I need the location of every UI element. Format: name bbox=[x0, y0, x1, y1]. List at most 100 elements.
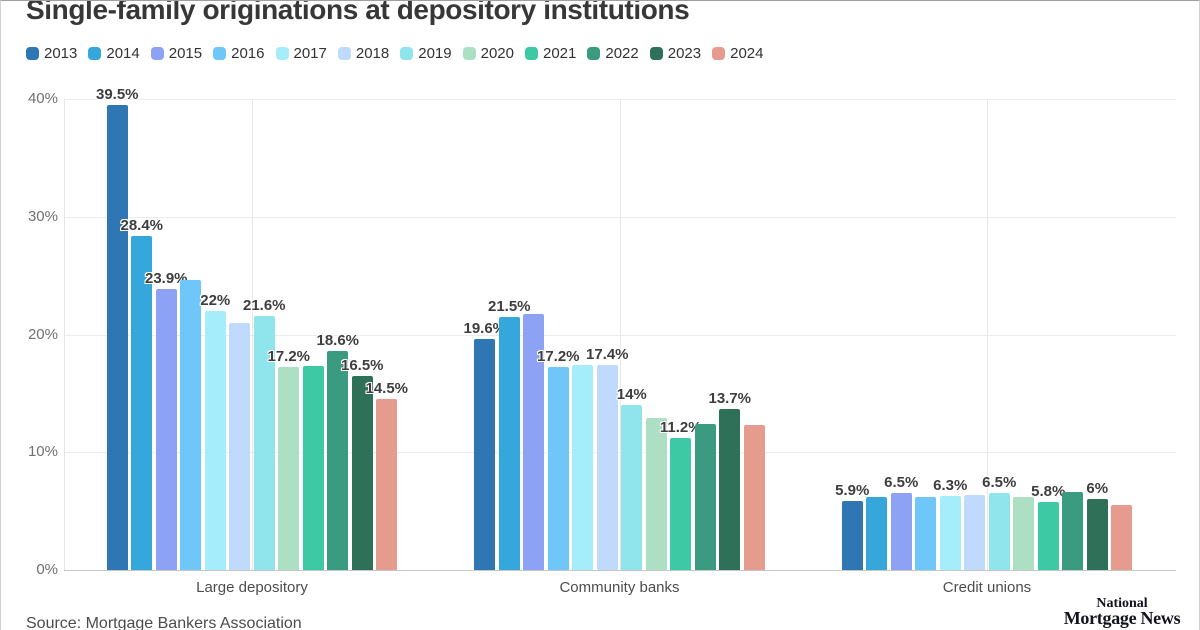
bar-2013-large-depository bbox=[106, 104, 128, 570]
y-tick-label-20: 20% bbox=[27, 325, 58, 343]
bar-2023-large-depository bbox=[351, 375, 373, 570]
y-tick-label-0: 0% bbox=[36, 561, 58, 578]
bar-2015-large-depository bbox=[155, 288, 177, 570]
bar-2013-credit-unions bbox=[841, 500, 863, 570]
legend-swatch-2013 bbox=[26, 47, 39, 60]
legend-year-label-2019: 2019 bbox=[418, 45, 452, 62]
legend-year-label-2017: 2017 bbox=[293, 45, 327, 62]
bar-2018-community-banks bbox=[596, 365, 618, 570]
legend-item-2021: 2021 bbox=[525, 45, 576, 62]
legend-item-2019: 2019 bbox=[400, 45, 452, 62]
bar-2020-credit-unions bbox=[1013, 497, 1035, 570]
bar-2019-large-depository bbox=[253, 315, 275, 570]
value-label-2015-credit-unions: 6.5% bbox=[884, 474, 919, 492]
value-label-2023-community-banks: 13.7% bbox=[708, 389, 752, 407]
category-label-large-depository: Large depository bbox=[196, 579, 308, 596]
bar-2022-large-depository bbox=[327, 351, 349, 570]
publisher-logo: National Mortgage News bbox=[1057, 596, 1187, 628]
bar-group-large-depository: 39.5% 28.4% 23.9% 22% 21.6% 17.2% 18.6% 16.5% 14… bbox=[96, 86, 408, 570]
bar-2024-community-banks bbox=[743, 425, 765, 570]
v-gridline-3 bbox=[987, 99, 988, 570]
bar-2021-community-banks bbox=[670, 438, 692, 570]
y-tick-label-40: 40% bbox=[27, 90, 58, 107]
bar-2022-credit-unions bbox=[1062, 492, 1084, 570]
value-label-2017-large-depository: 22% bbox=[200, 291, 231, 309]
legend-item-2024: 2024 bbox=[712, 45, 764, 62]
value-label-2023-large-depository: 16.5% bbox=[340, 356, 384, 374]
value-label-2019-community-banks: 14% bbox=[616, 386, 647, 404]
value-label-2017-credit-unions: 6.3% bbox=[933, 476, 968, 494]
value-label-2014-large-depository: 28.4% bbox=[120, 216, 164, 234]
value-label-2019-large-depository: 21.6% bbox=[242, 296, 286, 314]
logo-line-1: National bbox=[1096, 596, 1148, 611]
bar-2014-community-banks bbox=[498, 316, 520, 570]
logo-line-2: Mortgage News bbox=[1063, 608, 1181, 628]
legend-swatch-2016 bbox=[213, 47, 227, 60]
value-label-2023-credit-unions: 6% bbox=[1086, 480, 1109, 498]
value-label-2015-large-depository: 23.9% bbox=[144, 269, 188, 287]
value-label-2013-community-banks: 19.6% bbox=[463, 320, 507, 338]
gridline-0 bbox=[64, 570, 1176, 571]
legend-swatch-2020 bbox=[462, 47, 476, 60]
bar-2014-credit-unions bbox=[866, 497, 888, 570]
y-tick-label-10: 10% bbox=[27, 443, 58, 461]
bar-2024-credit-unions bbox=[1111, 505, 1133, 570]
legend-year-label-2023: 2023 bbox=[667, 45, 702, 62]
value-label-2021-credit-unions: 5.8% bbox=[1031, 482, 1066, 500]
category-label-credit-unions: Credit unions bbox=[942, 579, 1032, 596]
legend-swatch-2014 bbox=[88, 47, 102, 60]
legend-item-2017: 2017 bbox=[275, 45, 327, 62]
legend-year-label-2015: 2015 bbox=[168, 45, 203, 62]
bar-2014-large-depository bbox=[131, 235, 153, 570]
legend-year-label-2024: 2024 bbox=[730, 45, 764, 62]
value-label-2021-community-banks: 11.2% bbox=[659, 419, 702, 437]
bar-2017-community-banks bbox=[572, 365, 594, 570]
bar-2018-large-depository bbox=[229, 322, 251, 570]
legend-year-label-2014: 2014 bbox=[106, 45, 140, 62]
bar-group-credit-unions: 5.9% 6.5% 6.3% 6.5% 5.8% 6% bbox=[835, 99, 1136, 570]
bar-2017-credit-unions bbox=[939, 495, 961, 570]
bar-2022-community-banks bbox=[694, 424, 716, 570]
value-label-2016-community-banks: 17.2% bbox=[536, 348, 580, 366]
legend-year-label-2013: 2013 bbox=[44, 45, 78, 62]
v-gridline-1 bbox=[252, 99, 253, 570]
value-label-2024-large-depository: 14.5% bbox=[365, 380, 409, 398]
bar-2018-credit-unions bbox=[964, 494, 986, 570]
bar-2015-community-banks bbox=[523, 314, 545, 570]
legend-item-2015: 2015 bbox=[150, 45, 203, 62]
legend-item-2023: 2023 bbox=[649, 45, 702, 62]
legend-year-label-2016: 2016 bbox=[231, 45, 265, 62]
legend-swatch-2021 bbox=[525, 47, 538, 60]
chart-title: Single-family originations at depository… bbox=[26, 0, 690, 25]
legend-year-label-2020: 2020 bbox=[480, 45, 514, 62]
legend-item-2022: 2022 bbox=[587, 45, 639, 62]
source-note: Source: Mortgage Bankers Association bbox=[26, 615, 302, 630]
bar-2019-community-banks bbox=[621, 405, 643, 570]
value-label-2013-credit-unions: 5.9% bbox=[835, 481, 870, 499]
y-tick-label-30: 30% bbox=[27, 207, 58, 225]
legend-item-2014: 2014 bbox=[88, 45, 140, 62]
legend: 2013 2014 2015 2016 2017 2018 2019 2020 2021 2022… bbox=[26, 45, 775, 62]
bar-2024-large-depository bbox=[376, 399, 398, 570]
legend-swatch-2022 bbox=[587, 47, 601, 60]
legend-item-2016: 2016 bbox=[213, 45, 265, 62]
bar-2016-large-depository bbox=[180, 280, 202, 570]
legend-swatch-2023 bbox=[649, 47, 663, 60]
bar-2019-credit-unions bbox=[988, 493, 1010, 570]
value-label-2019-credit-unions: 6.5% bbox=[982, 474, 1017, 492]
legend-swatch-2015 bbox=[150, 47, 164, 60]
bar-2021-large-depository bbox=[302, 366, 324, 570]
value-label-2018-community-banks: 17.4% bbox=[585, 346, 629, 364]
legend-swatch-2024 bbox=[712, 47, 726, 60]
category-label-community-banks: Community banks bbox=[559, 579, 680, 596]
legend-item-2020: 2020 bbox=[462, 45, 514, 62]
bar-2017-large-depository bbox=[204, 310, 226, 570]
bar-2023-community-banks bbox=[719, 408, 741, 570]
bar-2013-community-banks bbox=[474, 339, 496, 570]
legend-swatch-2017 bbox=[275, 47, 289, 60]
legend-year-label-2021: 2021 bbox=[543, 45, 577, 62]
legend-year-label-2022: 2022 bbox=[605, 45, 639, 62]
legend-item-2013: 2013 bbox=[26, 45, 77, 62]
